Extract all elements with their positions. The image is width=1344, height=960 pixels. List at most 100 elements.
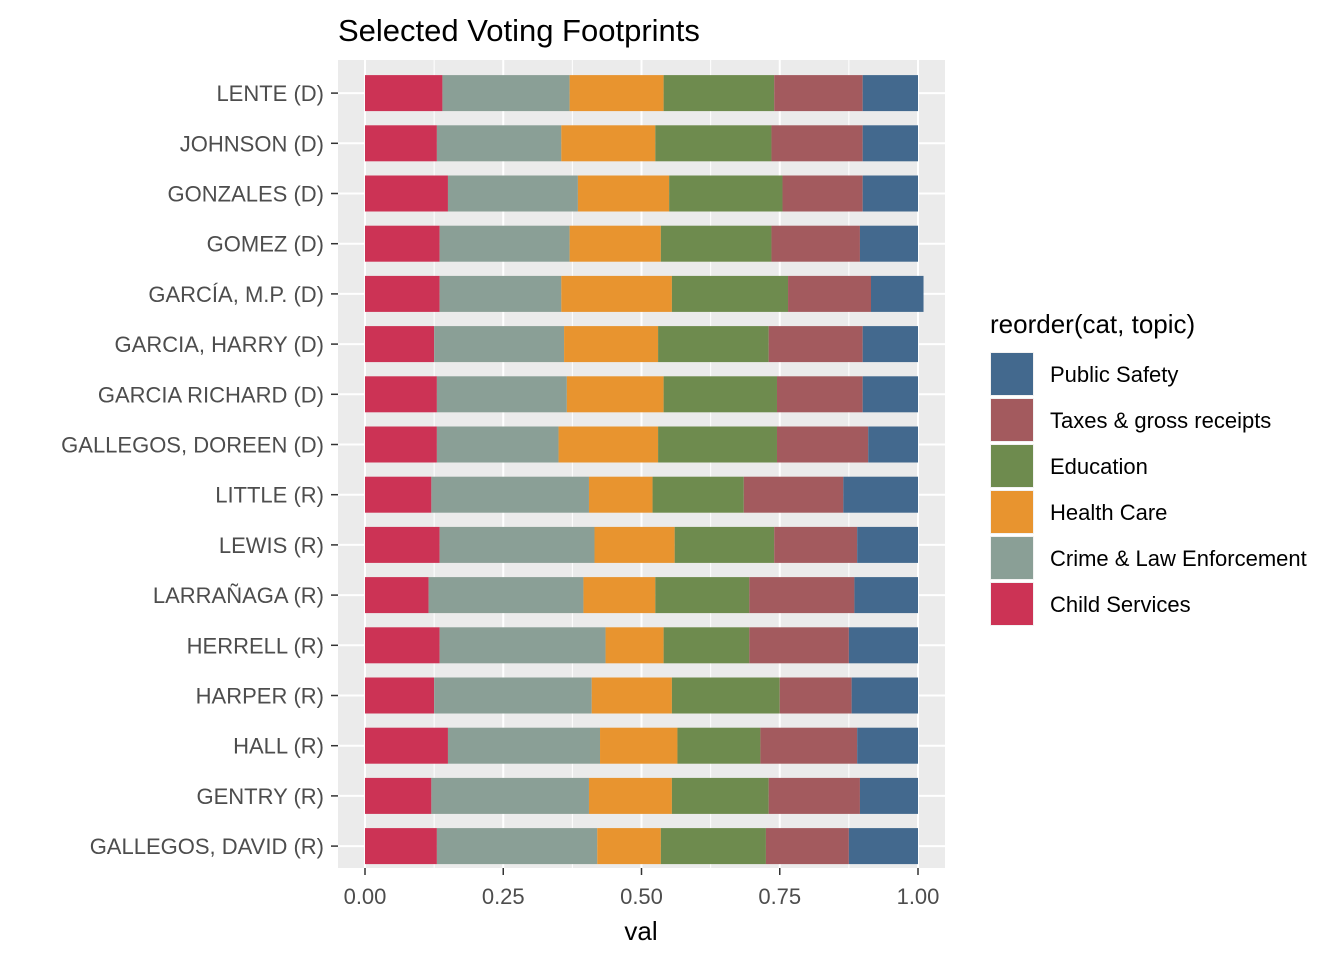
bar-segment	[558, 426, 659, 463]
x-axis-label: val	[624, 916, 657, 946]
x-tick-label: 0.00	[344, 884, 387, 909]
x-tick-label: 0.50	[620, 884, 663, 909]
bar-segment	[442, 75, 570, 112]
y-tick-label: GARCIA RICHARD (D)	[98, 382, 324, 407]
bar-segment	[862, 376, 918, 413]
bar-segment	[848, 627, 918, 664]
bar-segment	[674, 526, 775, 563]
legend-swatch	[991, 399, 1033, 441]
x-tick-label: 0.75	[758, 884, 801, 909]
legend-title: reorder(cat, topic)	[990, 309, 1195, 339]
bar-segment	[365, 426, 437, 463]
legend-label: Taxes & gross receipts	[1050, 408, 1271, 433]
bar-segment	[447, 175, 578, 212]
y-tick-label: GONZALES (D)	[168, 182, 324, 207]
bar-segment	[365, 75, 443, 112]
legend-label: Education	[1050, 454, 1148, 479]
bar-segment	[859, 777, 918, 814]
bar-segment	[779, 677, 852, 714]
bar-segment	[768, 777, 860, 814]
bar-segment	[365, 677, 435, 714]
bar-segment	[765, 828, 849, 865]
bar-segment	[600, 727, 678, 764]
legend-label: Health Care	[1050, 500, 1167, 525]
bar-segment	[782, 175, 863, 212]
x-tick-label: 1.00	[897, 884, 940, 909]
bar-segment	[851, 677, 918, 714]
bar-segment	[771, 125, 863, 162]
bar-segment	[561, 125, 656, 162]
bar-segment	[760, 727, 858, 764]
bar-segment	[848, 828, 918, 865]
bar-segment	[365, 476, 432, 513]
legend-label: Crime & Law Enforcement	[1050, 546, 1307, 571]
legend: reorder(cat, topic) Public Safety Taxes &…	[990, 309, 1307, 626]
bar-segment	[660, 225, 772, 262]
bar-segment	[365, 526, 440, 563]
legend-label: Public Safety	[1050, 362, 1178, 387]
bar-segment	[365, 275, 440, 312]
bar-segment	[434, 326, 565, 363]
legend-label: Child Services	[1050, 592, 1191, 617]
bar-segment	[749, 627, 849, 664]
bar-segment	[436, 376, 567, 413]
bar-segment	[743, 476, 844, 513]
bar-segment	[605, 627, 664, 664]
bar-segment	[862, 175, 918, 212]
bar-segment	[870, 275, 924, 312]
bar-segment	[439, 225, 570, 262]
bar-segment	[365, 727, 448, 764]
bar-segment	[436, 426, 559, 463]
bar-segment	[843, 476, 918, 513]
bar-segment	[862, 75, 918, 112]
chart-title: Selected Voting Footprints	[338, 13, 700, 48]
bar-segment	[439, 275, 562, 312]
y-tick-label: GOMEZ (D)	[207, 232, 324, 257]
y-tick-label: LENTE (D)	[216, 81, 324, 106]
y-tick-label: GENTRY (R)	[196, 784, 324, 809]
bar-segment	[569, 225, 661, 262]
bar-segment	[566, 376, 664, 413]
bar-segment	[669, 175, 783, 212]
bar-segment	[365, 225, 440, 262]
bar-segment	[561, 275, 672, 312]
y-tick-label: GARCIA, HARRY (D)	[115, 332, 324, 357]
bar-segment	[365, 577, 429, 614]
bar-segment	[365, 125, 437, 162]
bar-segment	[658, 426, 777, 463]
y-tick-label: LEWIS (R)	[219, 533, 324, 558]
bar-segment	[774, 526, 858, 563]
y-tick-label: HALL (R)	[233, 734, 324, 759]
bar-segment	[788, 275, 871, 312]
bar-segment	[365, 627, 440, 664]
bar-segment	[671, 777, 769, 814]
bar-segment	[583, 577, 656, 614]
bar-segment	[658, 326, 769, 363]
bar-segment	[857, 727, 918, 764]
y-tick-label: JOHNSON (D)	[180, 131, 324, 156]
bar-segment	[663, 627, 750, 664]
bar-segment	[591, 677, 672, 714]
bar-segment	[663, 376, 777, 413]
bar-segment	[436, 828, 598, 865]
bar-segment	[771, 225, 860, 262]
bar-segment	[868, 426, 918, 463]
bar-segment	[776, 376, 863, 413]
bar-segment	[439, 627, 606, 664]
bar-segment	[365, 828, 437, 865]
bar-segment	[439, 526, 595, 563]
bar-segment	[655, 125, 772, 162]
bar-segment	[564, 326, 659, 363]
bar-segment	[431, 476, 589, 513]
bar-segment	[597, 828, 661, 865]
y-tick-label: HERRELL (R)	[187, 633, 324, 658]
bars	[365, 75, 924, 865]
legend-swatch	[991, 445, 1033, 487]
bar-segment	[677, 727, 761, 764]
bar-segment	[365, 175, 448, 212]
legend-swatch	[991, 537, 1033, 579]
bar-segment	[365, 376, 437, 413]
bar-segment	[655, 577, 750, 614]
y-tick-label: GALLEGOS, DOREEN (D)	[61, 433, 324, 458]
bar-segment	[862, 326, 918, 363]
